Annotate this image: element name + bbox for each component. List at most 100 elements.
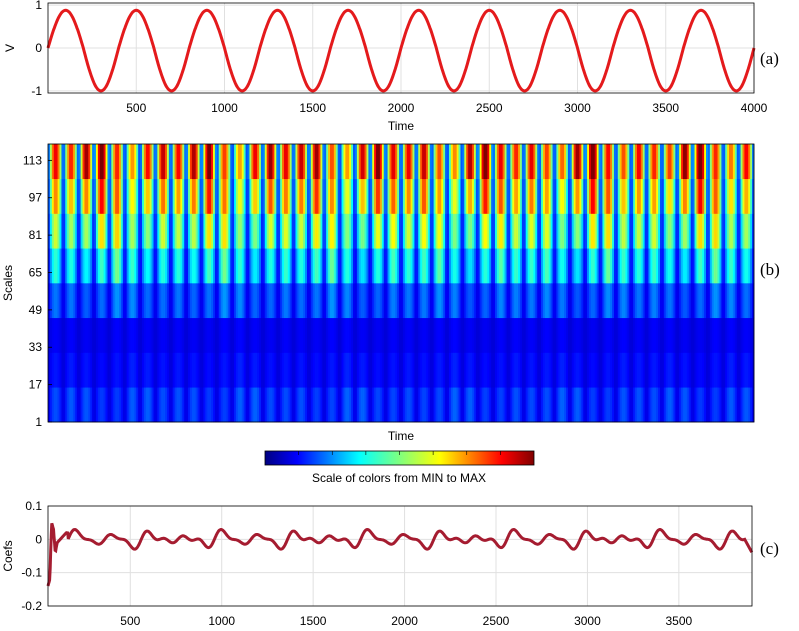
panel-b-heat-cell <box>435 283 438 319</box>
panel-b-heat-cell <box>711 213 715 249</box>
panel-b-heat-cell <box>633 283 636 319</box>
panel-b-heat-cell <box>596 283 599 319</box>
panel-b-heat-cell <box>291 283 294 319</box>
panel-b-heat-cell <box>389 213 392 249</box>
panel-b-heat-cell <box>709 213 713 249</box>
panel-b-heat-cell <box>203 283 206 319</box>
panel-b-heat-cell <box>170 178 173 214</box>
panel-b-heat-cell <box>623 352 626 388</box>
panel-b-heat-cell <box>529 144 532 180</box>
panel-b-heat-cell <box>615 387 619 423</box>
panel-b-heat-cell <box>592 317 596 353</box>
panel-b-heat-cell <box>136 317 139 353</box>
panel-b-heat-cell <box>260 178 264 214</box>
panel-b-heat-cell <box>537 144 540 180</box>
panel-b-heat-cell <box>740 317 743 353</box>
panel-b-heat-cell <box>533 387 536 423</box>
panel-b-heat-cell <box>67 248 70 284</box>
panel-b-heat-cell <box>272 283 275 319</box>
panel-b-heat-cell <box>533 144 536 180</box>
panel-b-heat-cell <box>730 213 734 249</box>
panel-b-heat-cell <box>562 178 565 214</box>
panel-b-heat-cell <box>740 178 743 214</box>
panel-b-heat-cell <box>709 387 713 423</box>
panel-b-heat-cell <box>218 213 221 249</box>
panel-b-heat-cell <box>299 144 302 180</box>
panel-b-heat-cell <box>696 352 699 388</box>
panel-b-heat-cell <box>82 352 85 388</box>
panel-b-heat-cell <box>251 352 254 388</box>
panel-b-heat-cell <box>443 144 446 180</box>
panel-b-heat-cell <box>437 248 440 284</box>
panel-b-heat-cell <box>76 283 79 319</box>
panel-b-heat-cell <box>642 352 645 388</box>
panel-b-heat-cell <box>600 317 603 353</box>
panel-b-heat-cell <box>234 317 237 353</box>
panel-b-heat-cell <box>257 248 260 284</box>
panel-b-heat-cell <box>111 213 114 249</box>
panel-b-heat-cell <box>646 352 649 388</box>
panel-b-heat-cell <box>399 248 402 284</box>
panel-b-heat-cell <box>471 352 475 388</box>
panel-b-heat-cell <box>460 387 463 423</box>
panel-b-heat-cell <box>220 352 223 388</box>
panel-b-heat-cell <box>333 283 337 319</box>
panel-b-heat-cell <box>502 317 505 353</box>
panel-b-heat-cell <box>727 178 730 214</box>
panel-b-heat-cell <box>322 248 325 284</box>
panel-b-heat-cell <box>479 283 482 319</box>
panel-b-heat-cell <box>704 352 707 388</box>
panel-b-heat-cell <box>414 317 417 353</box>
panel-b-heat-cell <box>234 213 237 249</box>
panel-b-heat-cell <box>364 144 367 180</box>
panel-b-heat-cell <box>621 317 624 353</box>
panel-b-heat-cell <box>671 178 674 214</box>
panel-b-heat-cell <box>249 248 252 284</box>
panel-b-heat-cell <box>681 352 684 388</box>
panel-b-heat-cell <box>341 178 344 214</box>
panel-b-heat-cell <box>247 248 250 284</box>
panel-b-heat-cell <box>149 178 152 214</box>
panel-b-heat-cell <box>236 144 239 180</box>
panel-b-heat-cell <box>527 387 530 423</box>
panel-b-heat-cell <box>621 352 624 388</box>
panel-b-heat-cell <box>360 144 363 180</box>
panel-b-heat-cell <box>681 178 684 214</box>
panel-b-heat-cell <box>82 387 85 423</box>
panel-a-xtick-label: 500 <box>126 101 146 115</box>
panel-b-heat-cell <box>619 178 622 214</box>
panel-b-heat-cell <box>470 317 473 353</box>
panel-b-heat-cell <box>592 144 596 180</box>
panel-b-heat-cell <box>197 213 200 249</box>
panel-b-heat-cell <box>293 387 296 423</box>
panel-b-heat-cell <box>145 283 149 319</box>
panel-b-heat-cell <box>600 352 603 388</box>
panel-b-heat-cell <box>717 317 720 353</box>
panel-b-heat-cell <box>581 248 584 284</box>
panel-b-heat-cell <box>744 213 747 249</box>
panel-b-heat-cell <box>638 283 642 319</box>
panel-b-heat-cell <box>260 387 264 423</box>
panel-b-heat-cell <box>67 352 70 388</box>
panel-b-heat-cell <box>397 352 400 388</box>
panel-b-heat-cell <box>707 248 711 284</box>
panel-b-heat-cell <box>464 248 467 284</box>
panel-b-heat-cell <box>377 144 381 180</box>
panel-b-heat-cell <box>63 317 66 353</box>
panel-b-heat-cell <box>539 283 542 319</box>
panel-b-heat-cell <box>462 213 465 249</box>
panel-b-heat-cell <box>274 387 277 423</box>
panel-b-heat-cell <box>151 387 154 423</box>
panel-b-heat-cell <box>464 317 467 353</box>
panel-b-heat-cell <box>429 387 432 423</box>
panel-b-heat-cell <box>496 144 500 180</box>
panel-b-heat-cell <box>191 144 195 180</box>
panel-b-heat-cell <box>506 144 509 180</box>
panel-b-heat-cell <box>544 317 548 353</box>
panel-b-heat-cell <box>422 283 425 319</box>
panel-b-heat-cell <box>51 248 55 284</box>
panel-b-heat-cell <box>134 283 137 319</box>
panel-b-heat-cell <box>88 317 91 353</box>
panel-b-heat-cell <box>663 283 667 319</box>
panel-b-heat-cell <box>704 387 707 423</box>
